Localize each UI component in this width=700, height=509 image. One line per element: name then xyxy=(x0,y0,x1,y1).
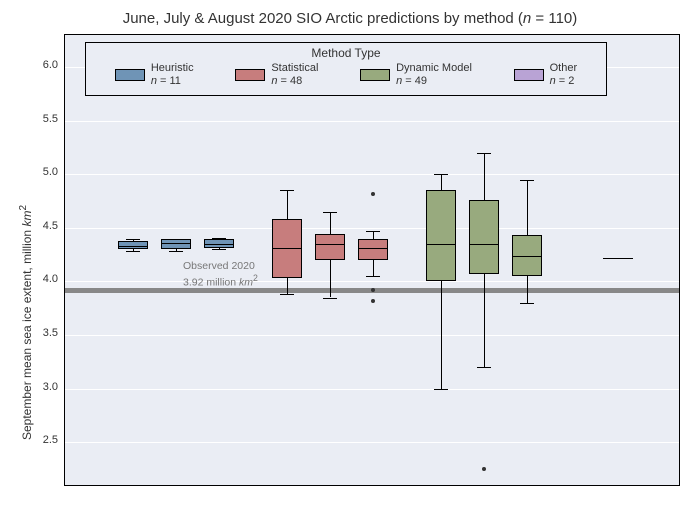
ytick-label: 6.0 xyxy=(30,59,58,71)
box-median xyxy=(512,256,542,257)
legend-title: Method Type xyxy=(86,43,606,62)
box-median xyxy=(272,248,302,249)
plot-area: Observed 20203.92 million km2 xyxy=(64,34,680,486)
boxplot xyxy=(512,35,542,485)
legend-swatch xyxy=(115,69,145,81)
legend-label: Statisticaln = 48 xyxy=(271,62,318,88)
boxplot xyxy=(358,35,388,485)
box-iqr xyxy=(161,239,191,250)
ytick-label: 4.5 xyxy=(30,220,58,232)
box-iqr xyxy=(315,234,345,260)
legend-item: Heuristicn = 11 xyxy=(115,62,194,88)
legend-item: Dynamic Modeln = 49 xyxy=(360,62,472,88)
box-iqr xyxy=(118,241,148,250)
ytick-label: 5.5 xyxy=(30,113,58,125)
ytick-label: 4.0 xyxy=(30,273,58,285)
boxplot xyxy=(469,35,499,485)
legend-item: Statisticaln = 48 xyxy=(235,62,318,88)
boxplot xyxy=(161,35,191,485)
ytick-label: 3.5 xyxy=(30,327,58,339)
box-iqr xyxy=(358,239,388,260)
ytick-label: 5.0 xyxy=(30,166,58,178)
ytick-label: 2.5 xyxy=(30,434,58,446)
box-median xyxy=(204,244,234,245)
outlier xyxy=(371,288,375,292)
y-axis-label: September mean sea ice extent, million k… xyxy=(18,205,34,440)
boxplot xyxy=(204,35,234,485)
box-median-only xyxy=(603,258,633,259)
boxplot xyxy=(272,35,302,485)
chart-title: June, July & August 2020 SIO Arctic pred… xyxy=(0,0,700,27)
chart-root: June, July & August 2020 SIO Arctic pred… xyxy=(0,0,700,509)
legend-swatch xyxy=(514,69,544,81)
outlier xyxy=(482,467,486,471)
box-median xyxy=(161,243,191,244)
box-median xyxy=(469,244,499,245)
legend-label: Othern = 2 xyxy=(550,62,578,88)
outlier xyxy=(371,299,375,303)
legend-swatch xyxy=(235,69,265,81)
box-iqr xyxy=(426,190,456,281)
box-median xyxy=(358,248,388,249)
outlier xyxy=(371,192,375,196)
boxplot xyxy=(118,35,148,485)
box-median xyxy=(315,244,345,245)
box-iqr xyxy=(469,200,499,274)
legend-label: Heuristicn = 11 xyxy=(151,62,194,88)
box-median xyxy=(118,246,148,247)
legend-item: Othern = 2 xyxy=(514,62,578,88)
legend-swatch xyxy=(360,69,390,81)
boxplot xyxy=(315,35,345,485)
legend-label: Dynamic Modeln = 49 xyxy=(396,62,472,88)
ytick-label: 3.0 xyxy=(30,381,58,393)
boxplot xyxy=(426,35,456,485)
box-median xyxy=(426,244,456,245)
legend: Method TypeHeuristicn = 11 Statisticaln =… xyxy=(85,42,607,96)
